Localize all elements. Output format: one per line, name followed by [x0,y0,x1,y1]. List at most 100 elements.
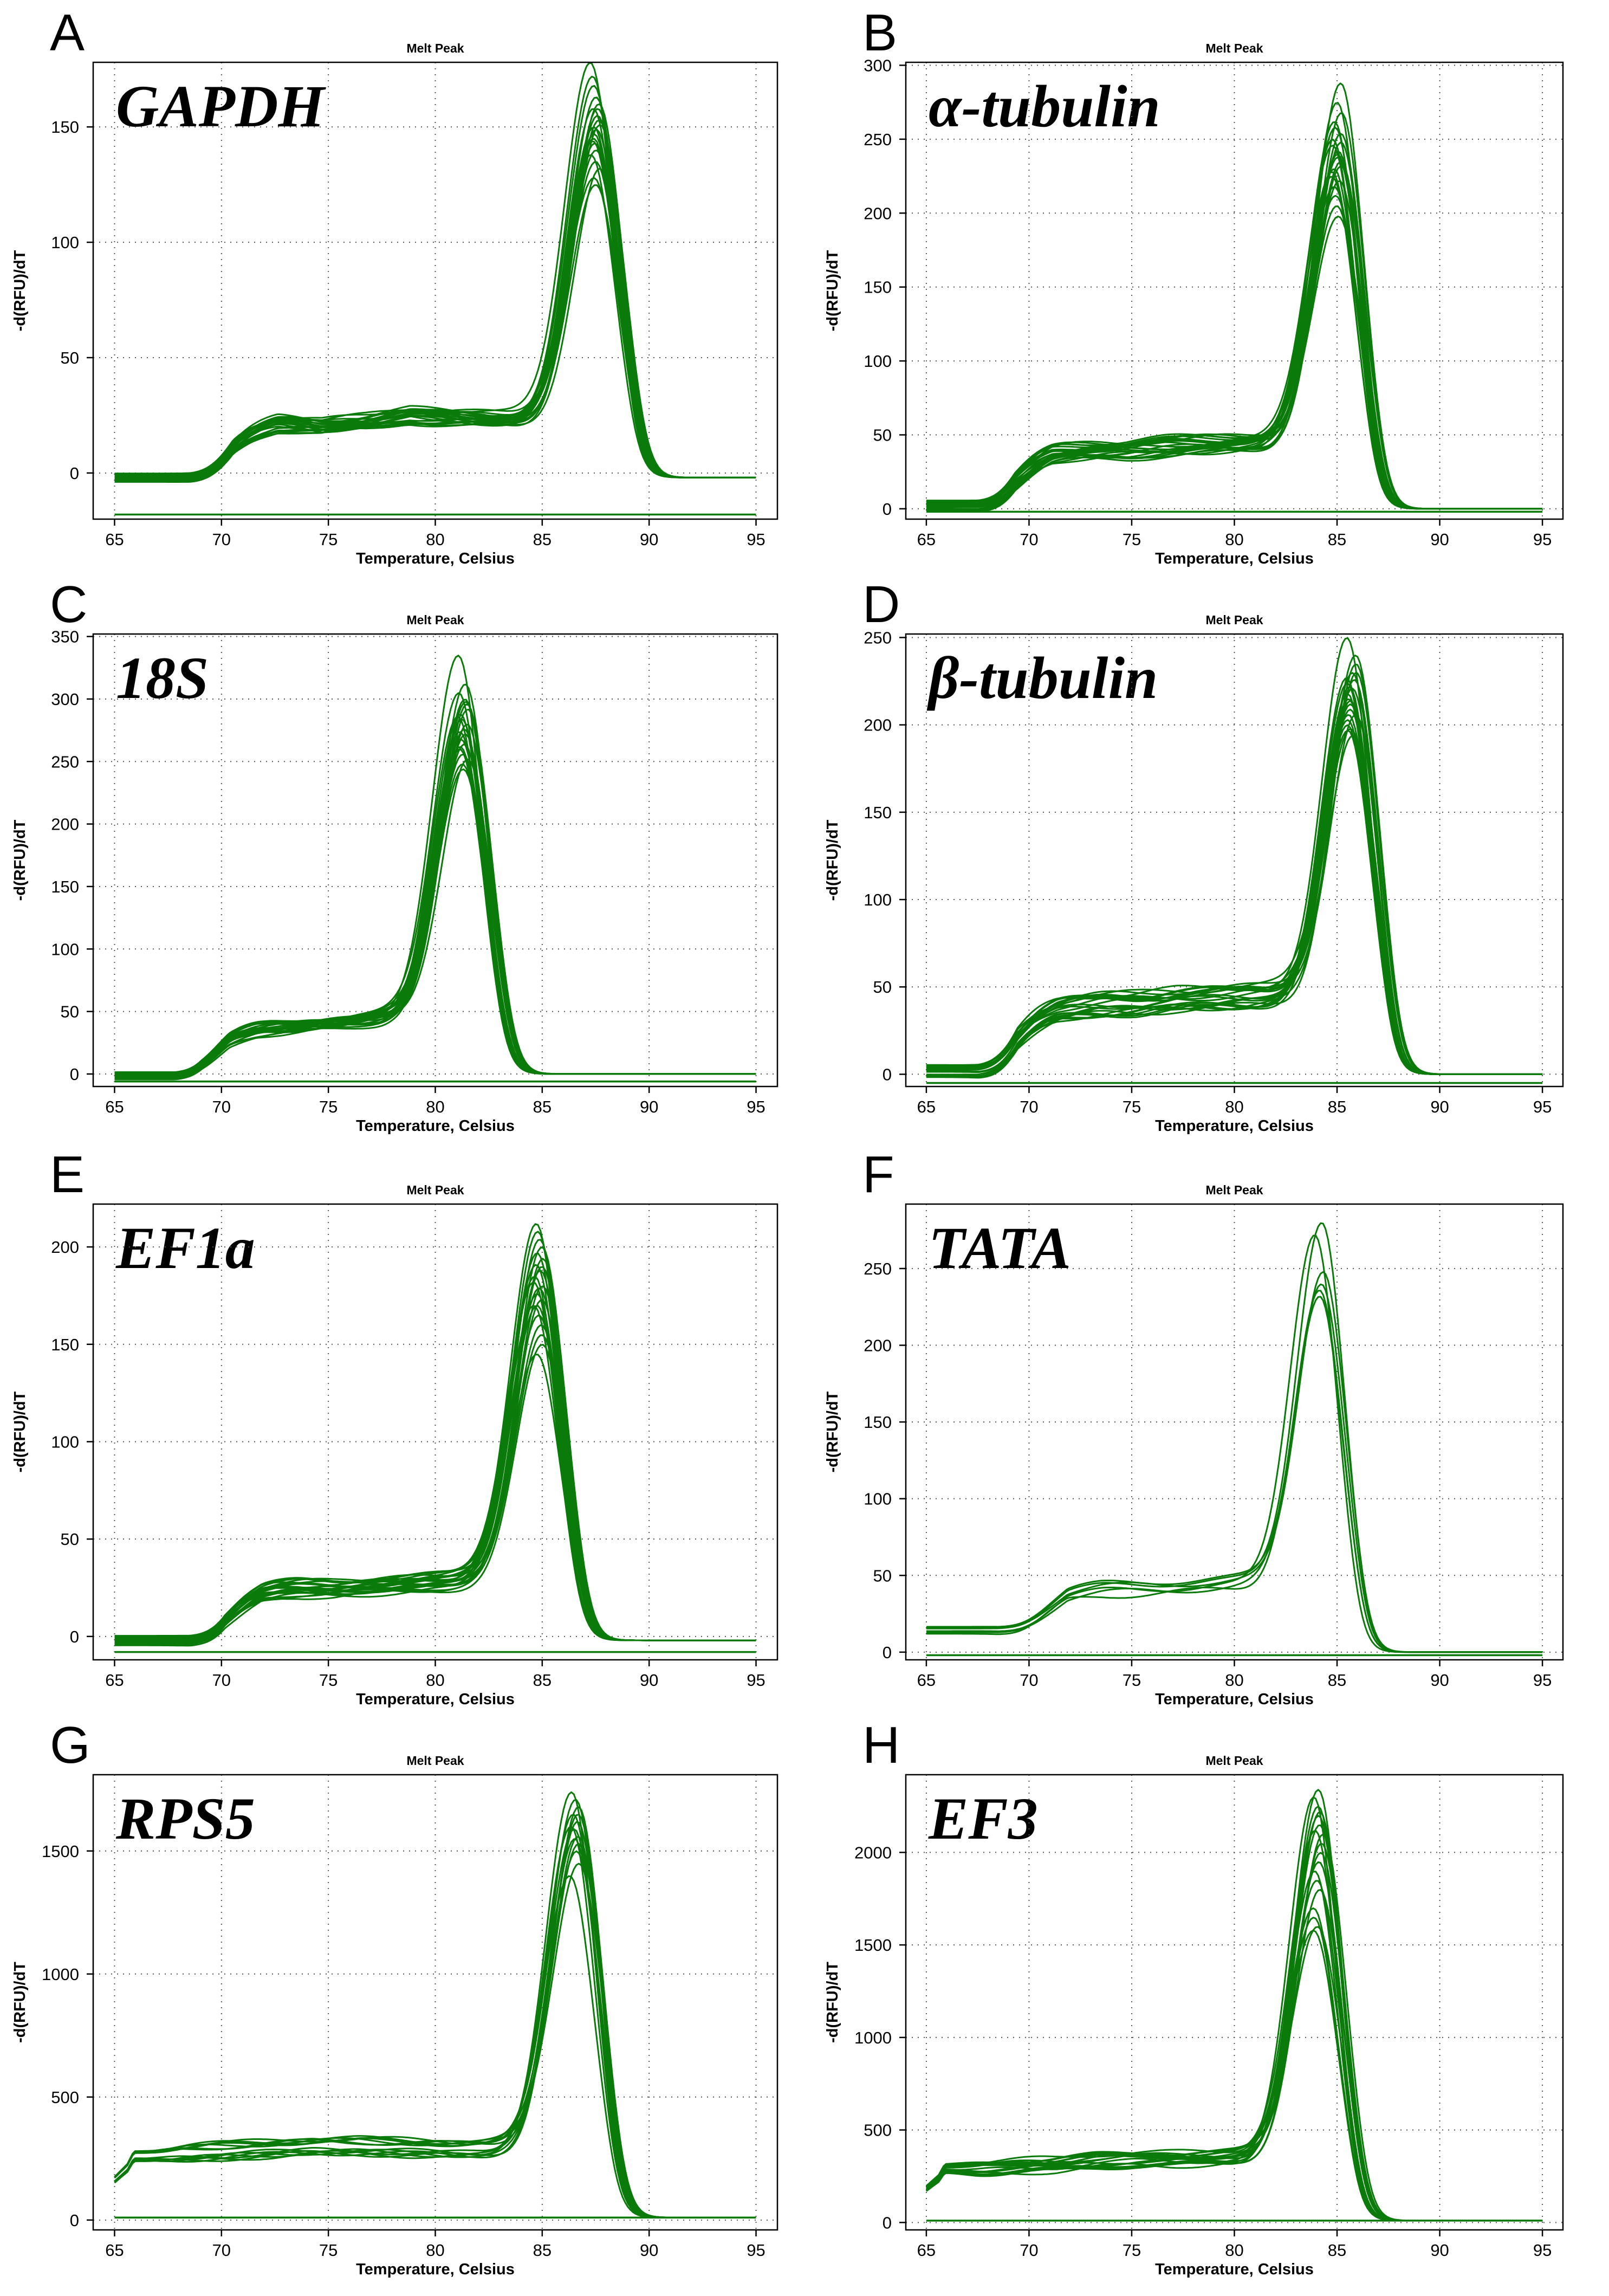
chart-title: Melt Peak [406,1754,464,1768]
x-axis-label: Temperature, Celsius [1155,2261,1314,2278]
x-tick-label: 80 [426,1671,444,1690]
x-tick-label: 80 [1225,530,1243,549]
melt-curve [926,1296,1543,1653]
panel-letter: E [50,1146,85,1204]
x-tick-label: 65 [105,530,124,549]
melt-curve [114,126,756,478]
y-tick-label: 300 [864,56,892,75]
chart-title: Melt Peak [1205,1183,1263,1197]
x-tick-label: 65 [917,2241,936,2260]
x-tick-label: 95 [1533,1671,1552,1690]
x-tick-label: 70 [212,530,231,549]
gene-label: 18S [116,645,209,711]
gene-label: EF3 [928,1786,1038,1852]
x-tick-label: 85 [1328,530,1346,549]
x-tick-label: 85 [533,1097,552,1116]
y-tick-label: 150 [51,118,79,137]
x-tick-label: 70 [212,1671,231,1690]
x-tick-label: 65 [917,530,936,549]
gene-label: TATA [929,1215,1071,1281]
x-axis-label: Temperature, Celsius [356,1117,515,1135]
y-tick-label: 0 [883,500,892,519]
x-tick-label: 75 [1123,1671,1141,1690]
x-tick-label: 90 [1430,1671,1449,1690]
x-axis-label: Temperature, Celsius [1155,550,1314,567]
x-tick-label: 90 [1430,1097,1449,1116]
chart-title: Melt Peak [1205,613,1263,627]
y-tick-label: 1000 [854,2028,892,2047]
y-axis-label: -d(RFU)/dT [824,1391,841,1472]
x-tick-label: 95 [747,530,765,549]
chart-title: Melt Peak [406,613,464,627]
melt-curves [114,62,756,483]
y-tick-label: 150 [51,1335,79,1354]
y-tick-label: 0 [70,1065,79,1084]
x-tick-label: 70 [1020,530,1038,549]
x-tick-label: 75 [1123,2241,1141,2260]
y-tick-label: 100 [51,1432,79,1451]
x-tick-label: 95 [1533,1097,1552,1116]
x-tick-label: 85 [1328,1097,1346,1116]
x-tick-label: 75 [319,1097,338,1116]
x-tick-label: 70 [1020,1671,1038,1690]
melt-curve [114,1814,756,2219]
x-tick-label: 80 [426,1097,444,1116]
melt-curve [114,1305,756,1641]
gene-label: RPS5 [115,1786,255,1852]
y-tick-label: 250 [864,1259,892,1278]
gene-label: α-tubulin [929,73,1160,139]
x-axis-label: Temperature, Celsius [1155,1691,1314,1708]
gene-label: GAPDH [116,73,326,139]
x-tick-label: 70 [212,1097,231,1116]
y-tick-label: 100 [51,940,79,959]
panel-letter: D [862,575,900,633]
x-tick-label: 95 [747,1671,765,1690]
y-tick-label: 200 [864,716,892,735]
x-tick-label: 80 [1225,1671,1243,1690]
y-axis-label: -d(RFU)/dT [824,250,841,331]
panel-f: F Melt Peak TATA 65 70 75 80 85 90 95 0 50 100 150 200… [824,1146,1564,1708]
y-tick-label: 250 [51,752,79,771]
panel-b: B Melt Peak α-tubulin 65 70 75 80 85 90 95 0 50 100 1… [824,4,1564,567]
y-tick-label: 100 [864,1490,892,1509]
melt-curve [114,1838,756,2219]
x-tick-label: 90 [640,2241,658,2260]
y-tick-label: 500 [51,2088,79,2107]
melt-curves [114,1223,756,1647]
y-tick-label: 200 [51,1238,79,1257]
panel-d: D Melt Peak β-tubulin 65 70 75 80 85 90 95 0 50 100 1… [824,575,1564,1135]
x-tick-label: 95 [747,1097,765,1116]
y-tick-label: 0 [70,464,79,483]
x-tick-label: 65 [105,2241,124,2260]
y-axis-label: -d(RFU)/dT [11,1962,29,2043]
x-tick-label: 85 [1328,2241,1346,2260]
x-tick-label: 85 [1328,1671,1346,1690]
x-tick-label: 65 [917,1671,936,1690]
gene-label: EF1a [115,1215,255,1281]
x-tick-label: 85 [533,530,552,549]
x-tick-label: 75 [1123,1097,1141,1116]
y-tick-label: 200 [864,204,892,223]
y-tick-label: 1500 [42,1842,79,1861]
x-tick-label: 95 [1533,530,1552,549]
x-tick-label: 65 [917,1097,936,1116]
x-tick-label: 90 [640,1671,658,1690]
panel-letter: G [50,1716,90,1774]
x-axis-label: Temperature, Celsius [1155,1117,1314,1135]
chart-title: Melt Peak [1205,1754,1263,1768]
y-tick-label: 50 [61,1530,79,1549]
panel-c: C Melt Peak 18S 65 70 75 80 85 90 95 0 50 100 150 200 2… [11,575,778,1135]
gene-label: β-tubulin [926,645,1158,711]
panel-h: H Melt Peak EF3 65 70 75 80 85 90 95 0 500 1000 1500 2… [824,1716,1564,2278]
y-tick-label: 2000 [854,1843,892,1862]
x-axis-label: Temperature, Celsius [356,2261,515,2278]
y-tick-label: 100 [864,890,892,909]
y-tick-label: 200 [51,815,79,834]
chart-title: Melt Peak [406,41,464,55]
y-tick-label: 50 [873,425,892,444]
y-tick-label: 300 [51,690,79,709]
y-tick-label: 1500 [854,1936,892,1955]
y-tick-label: 200 [864,1336,892,1355]
